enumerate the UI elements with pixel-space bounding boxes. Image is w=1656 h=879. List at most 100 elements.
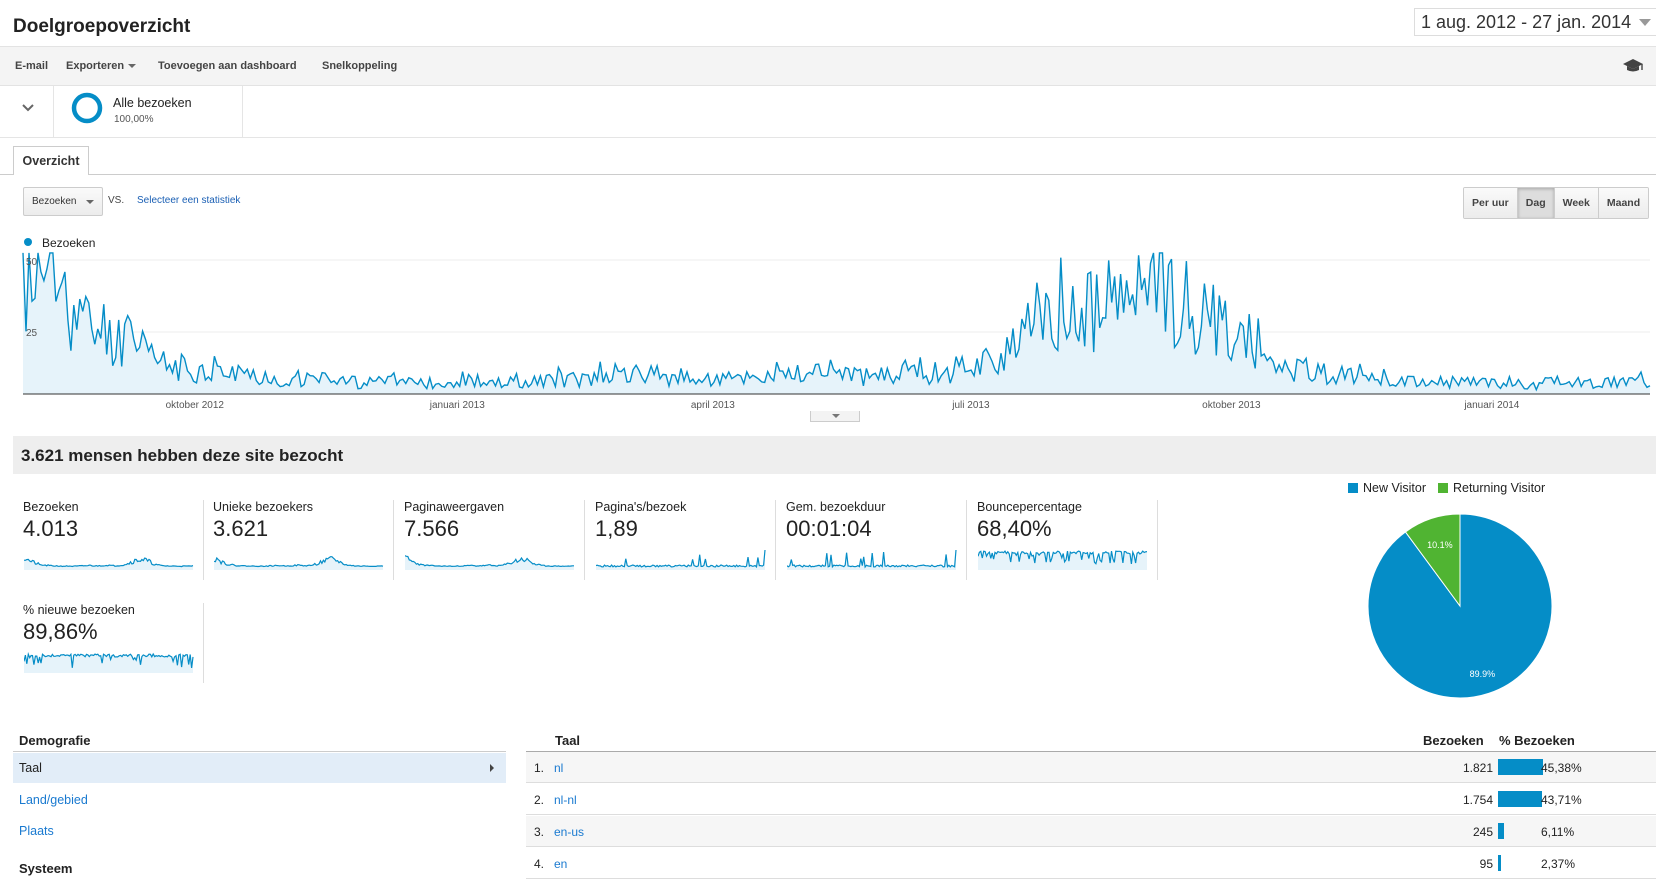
granularity-month-button[interactable]: Maand — [1597, 188, 1649, 218]
y-tick-label: 25 — [26, 328, 38, 339]
metric-pages-per-visit[interactable]: Pagina's/bezoek 1,89 — [595, 500, 776, 580]
row-visits-pct: 45,38% — [1541, 761, 1582, 775]
shortcut-button[interactable]: Snelkoppeling — [322, 60, 398, 72]
sparkline-line — [978, 549, 1148, 565]
visits-series-line — [22, 252, 1651, 392]
demographics-item-country[interactable]: Land/gebied — [19, 793, 88, 807]
metric-value: 00:01:04 — [786, 516, 872, 541]
x-tick-label: juli 2013 — [951, 400, 990, 411]
chart-grid — [23, 259, 1650, 333]
language-link[interactable]: en-us — [554, 825, 585, 839]
chart-expand-handle[interactable] — [810, 411, 860, 422]
demographics-heading: Demografie — [19, 733, 91, 748]
add-to-dashboard-button[interactable]: Toevoegen aan dashboard — [158, 60, 297, 72]
granularity-day-button[interactable]: Dag — [1516, 188, 1554, 218]
metric-select[interactable]: Bezoeken — [23, 187, 103, 216]
row-visits-pct: 43,71% — [1541, 793, 1582, 807]
divider — [13, 751, 506, 752]
chevron-down-icon — [1639, 18, 1652, 26]
metric-avg-visit-duration[interactable]: Gem. bezoekduur 00:01:04 — [786, 500, 967, 580]
demographics-item-label: Taal — [19, 761, 42, 775]
segment-bar: Alle bezoeken 100,00% — [0, 86, 1656, 138]
email-button[interactable]: E-mail — [15, 60, 49, 72]
sparkline-area — [596, 550, 765, 570]
pie-slice-returning-visitor[interactable] — [1404, 513, 1461, 608]
row-visits-pct: 2,37% — [1541, 857, 1576, 871]
metric-visits[interactable]: Bezoeken 4.013 — [23, 500, 204, 580]
legend-item-new-visitor[interactable]: New Visitor — [1348, 481, 1426, 495]
system-heading: Systeem — [19, 861, 73, 876]
language-table-row: 4. en 95 2,37% — [526, 848, 1656, 879]
row-index: 4. — [534, 857, 545, 871]
language-table-row: 2. nl-nl 1.754 43,71% — [526, 784, 1656, 815]
legend-swatch — [1437, 483, 1448, 493]
visits-pct-bar — [1498, 823, 1504, 839]
sparkline-line — [214, 556, 384, 568]
metric-pageviews[interactable]: Paginaweergaven 7.566 — [404, 500, 585, 580]
metric-unique-visitors[interactable]: Unieke bezoekers 3.621 — [213, 500, 394, 580]
metric-select-label: Bezoeken — [32, 196, 77, 207]
language-table-header: Taal Bezoeken % Bezoeken — [526, 733, 1656, 751]
col-header-language: Taal — [555, 733, 581, 748]
granularity-week-button[interactable]: Week — [1553, 188, 1598, 218]
metric-value: 89,86% — [23, 619, 98, 644]
divider — [242, 86, 243, 138]
language-link[interactable]: nl-nl — [554, 793, 577, 807]
sparkline-area — [24, 558, 193, 570]
row-index: 3. — [534, 825, 545, 839]
vs-label: VS. — [108, 195, 125, 206]
segment-percent: 100,00% — [114, 114, 154, 125]
metric-value: 7.566 — [404, 516, 460, 541]
x-tick-label: oktober 2012 — [166, 400, 225, 411]
legend-item-returning-visitor[interactable]: Returning Visitor — [1437, 481, 1545, 495]
metric-bounce-rate[interactable]: Bouncepercentage 68,40% — [977, 500, 1158, 580]
sparkline-area — [214, 556, 383, 570]
visits-pct-bar — [1498, 759, 1543, 775]
sparkline — [24, 651, 194, 673]
chevron-down-icon[interactable] — [20, 100, 36, 116]
page-title: Doelgroepoverzicht — [13, 16, 191, 37]
date-range-picker[interactable]: 1 aug. 2012 - 27 jan. 2014 — [1414, 8, 1656, 36]
x-tick-label: januari 2014 — [1463, 400, 1519, 411]
caret-down-icon — [86, 199, 95, 204]
row-visits: 95 — [1479, 857, 1493, 871]
tab-overview[interactable]: Overzicht — [13, 146, 89, 175]
export-button[interactable]: Exporteren — [66, 60, 137, 72]
metric-label: Unieke bezoekers — [213, 500, 314, 514]
date-range-label: 1 aug. 2012 - 27 jan. 2014 — [1421, 11, 1632, 32]
row-visits: 1.821 — [1462, 761, 1493, 775]
chart-ticks: 25 50 oktober 2012 januari 2013 april 2013 ju… — [26, 257, 1520, 411]
metric-new-visits-pct[interactable]: % nieuwe bezoeken 89,86% — [23, 603, 204, 683]
language-table-row: 1. nl 1.821 45,38% — [526, 752, 1656, 783]
visits-pct-bar — [1498, 791, 1542, 807]
graduation-cap-icon[interactable] — [1622, 58, 1644, 74]
language-link[interactable]: nl — [554, 761, 564, 775]
demographics-item-city[interactable]: Plaats — [19, 824, 54, 838]
granularity-hourly-button[interactable]: Per uur — [1464, 188, 1517, 218]
col-header-visits-pct: % Bezoeken — [1499, 733, 1575, 748]
col-header-visits: Bezoeken — [1423, 733, 1484, 748]
tab-underline — [0, 174, 1656, 175]
sparkline-area — [978, 551, 1147, 570]
report-toolbar: E-mail Exporteren Toevoegen aan dashboar… — [0, 46, 1656, 86]
pie-legend: New Visitor Returning Visitor — [1348, 481, 1545, 495]
visits-line-chart[interactable]: 25 50 oktober 2012 januari 2013 april 2013 ju… — [0, 250, 1656, 415]
row-visits-pct: 6,11% — [1541, 825, 1575, 839]
demographics-item-language[interactable]: Taal — [13, 753, 506, 783]
x-tick-label: april 2013 — [691, 400, 735, 411]
select-statistic-link[interactable]: Selecteer een statistiek — [137, 195, 241, 206]
language-link[interactable]: en — [554, 857, 568, 871]
metric-label: Gem. bezoekduur — [786, 500, 886, 514]
segment-label[interactable]: Alle bezoeken — [113, 96, 192, 110]
visitor-type-pie-chart[interactable]: 89.9% 10.1% — [1360, 509, 1560, 709]
metric-value: 4.013 — [23, 516, 79, 541]
legend-marker — [24, 238, 32, 246]
sparkline — [978, 549, 1148, 570]
sparkline-line — [24, 557, 194, 568]
pie-slice-label: 10.1% — [1427, 540, 1453, 550]
sparkline-line — [405, 555, 574, 568]
visits-pct-bar — [1498, 855, 1501, 871]
x-tick-label: januari 2013 — [429, 400, 485, 411]
row-index: 2. — [534, 793, 545, 807]
granularity-toggle: Per uur Dag Week Maand — [1463, 187, 1650, 219]
